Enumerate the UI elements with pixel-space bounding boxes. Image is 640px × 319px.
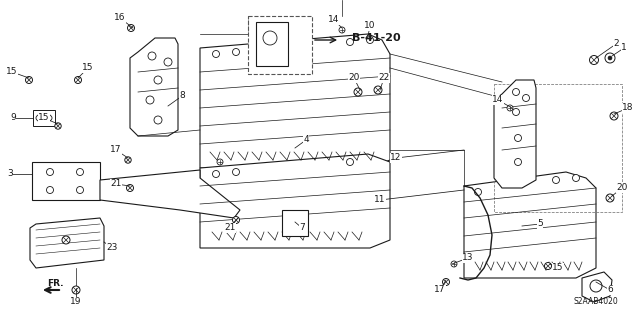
Polygon shape bbox=[30, 218, 104, 268]
Circle shape bbox=[522, 94, 529, 101]
Text: 15: 15 bbox=[6, 68, 18, 77]
Text: 2: 2 bbox=[613, 40, 619, 48]
Circle shape bbox=[232, 217, 239, 224]
Polygon shape bbox=[494, 80, 536, 188]
Circle shape bbox=[507, 105, 513, 111]
Polygon shape bbox=[33, 110, 55, 126]
Text: 21: 21 bbox=[224, 224, 236, 233]
Polygon shape bbox=[582, 272, 612, 302]
Text: 21: 21 bbox=[110, 180, 122, 189]
Bar bbox=[248, 16, 312, 74]
Text: 20: 20 bbox=[616, 183, 628, 192]
Circle shape bbox=[515, 135, 522, 142]
Circle shape bbox=[513, 108, 520, 115]
Polygon shape bbox=[464, 172, 596, 278]
Circle shape bbox=[232, 168, 239, 175]
Text: 6: 6 bbox=[607, 286, 613, 294]
Circle shape bbox=[72, 286, 80, 294]
Circle shape bbox=[212, 170, 220, 177]
Circle shape bbox=[354, 88, 362, 96]
Text: 12: 12 bbox=[390, 153, 402, 162]
Circle shape bbox=[148, 52, 156, 60]
Circle shape bbox=[212, 50, 220, 57]
Circle shape bbox=[605, 53, 615, 63]
Circle shape bbox=[346, 39, 353, 46]
Text: 10: 10 bbox=[364, 21, 376, 31]
Circle shape bbox=[232, 48, 239, 56]
Circle shape bbox=[589, 56, 598, 64]
Circle shape bbox=[146, 96, 154, 104]
Circle shape bbox=[552, 176, 559, 183]
Circle shape bbox=[513, 88, 520, 95]
Circle shape bbox=[154, 76, 162, 84]
Text: 15: 15 bbox=[83, 63, 93, 72]
Text: FR.: FR. bbox=[47, 279, 63, 288]
Circle shape bbox=[26, 77, 33, 84]
Polygon shape bbox=[130, 38, 178, 136]
Circle shape bbox=[263, 31, 277, 45]
Circle shape bbox=[590, 280, 602, 292]
Circle shape bbox=[451, 261, 457, 267]
Text: 9: 9 bbox=[10, 114, 16, 122]
Text: S2AAB4020: S2AAB4020 bbox=[573, 298, 618, 307]
Text: 5: 5 bbox=[537, 219, 543, 228]
Circle shape bbox=[154, 116, 162, 124]
Circle shape bbox=[573, 174, 579, 182]
Circle shape bbox=[545, 263, 552, 270]
Text: 13: 13 bbox=[462, 254, 474, 263]
Circle shape bbox=[217, 159, 223, 165]
Circle shape bbox=[47, 187, 54, 194]
Polygon shape bbox=[200, 154, 390, 248]
Text: 17: 17 bbox=[435, 286, 445, 294]
Circle shape bbox=[367, 36, 374, 43]
Circle shape bbox=[77, 187, 83, 194]
Circle shape bbox=[47, 168, 54, 175]
Circle shape bbox=[62, 236, 70, 244]
Circle shape bbox=[442, 278, 449, 286]
Text: 7: 7 bbox=[299, 224, 305, 233]
Circle shape bbox=[346, 159, 353, 166]
Polygon shape bbox=[100, 170, 240, 218]
Text: 17: 17 bbox=[110, 145, 122, 154]
Text: 19: 19 bbox=[70, 298, 82, 307]
Text: 15: 15 bbox=[552, 263, 564, 272]
Circle shape bbox=[374, 86, 382, 94]
Text: 20: 20 bbox=[348, 73, 360, 83]
Bar bbox=[494, 84, 622, 212]
Circle shape bbox=[127, 25, 134, 32]
Circle shape bbox=[339, 27, 345, 33]
Circle shape bbox=[164, 58, 172, 66]
Text: 8: 8 bbox=[179, 92, 185, 100]
Text: 14: 14 bbox=[328, 16, 340, 25]
Polygon shape bbox=[256, 22, 288, 66]
Circle shape bbox=[474, 189, 481, 196]
Circle shape bbox=[127, 184, 134, 191]
Text: 22: 22 bbox=[378, 73, 390, 83]
Text: 14: 14 bbox=[492, 95, 504, 105]
Circle shape bbox=[608, 56, 612, 60]
Text: 11: 11 bbox=[374, 196, 386, 204]
Text: 15: 15 bbox=[38, 114, 50, 122]
Text: 3: 3 bbox=[7, 169, 13, 179]
Circle shape bbox=[610, 112, 618, 120]
Circle shape bbox=[606, 194, 614, 202]
Text: B-41-20: B-41-20 bbox=[352, 33, 400, 43]
Text: 23: 23 bbox=[106, 243, 118, 253]
Polygon shape bbox=[200, 34, 390, 168]
Text: 4: 4 bbox=[303, 136, 309, 145]
Circle shape bbox=[55, 123, 61, 129]
Circle shape bbox=[515, 159, 522, 166]
Polygon shape bbox=[32, 162, 100, 200]
Text: 16: 16 bbox=[115, 13, 125, 23]
Circle shape bbox=[77, 168, 83, 175]
Circle shape bbox=[125, 157, 131, 163]
Ellipse shape bbox=[36, 114, 52, 122]
Polygon shape bbox=[282, 210, 308, 236]
Circle shape bbox=[74, 77, 81, 84]
Text: 1: 1 bbox=[621, 43, 627, 53]
Text: 18: 18 bbox=[622, 103, 634, 113]
